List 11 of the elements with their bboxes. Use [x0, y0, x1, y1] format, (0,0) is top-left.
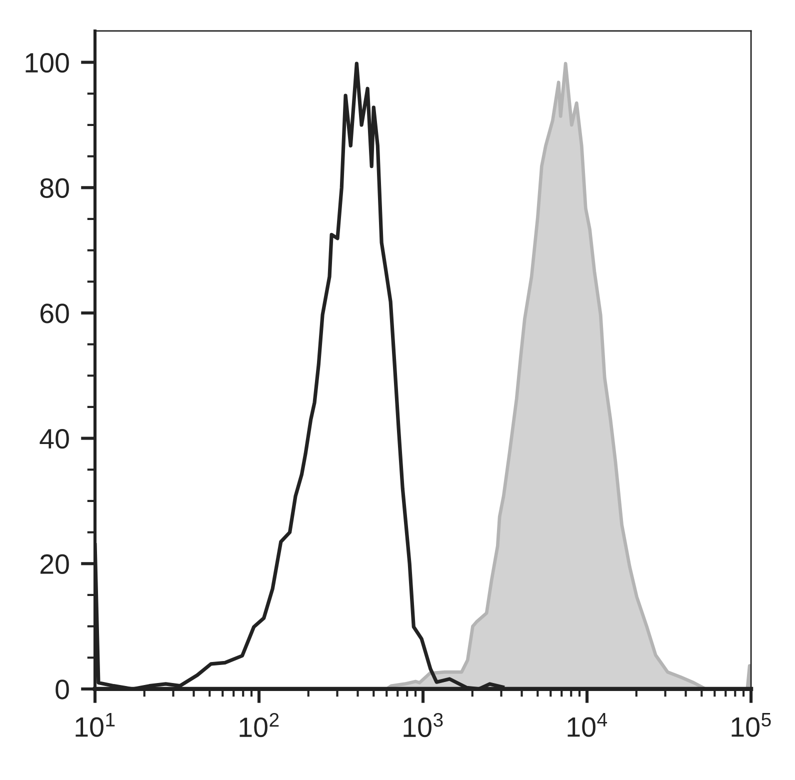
y-tick-label: 100	[26, 52, 69, 73]
x-tick-label: 10$^{1}$	[76, 712, 115, 737]
x-tick-label: 10$^{3}$	[404, 712, 443, 738]
y-tick-label: 20	[40, 554, 69, 574]
y-tick-label: 80	[40, 178, 69, 198]
y-tick-label: 60	[40, 304, 69, 324]
y-tick-label: 40	[40, 428, 69, 449]
y-tick-label: 0	[56, 680, 69, 700]
x-tick-label: 10$^{5}$	[732, 712, 771, 737]
x-tick-label: 10$^{4}$	[568, 712, 608, 737]
x-tick-label: 10$^{2}$	[240, 712, 279, 738]
